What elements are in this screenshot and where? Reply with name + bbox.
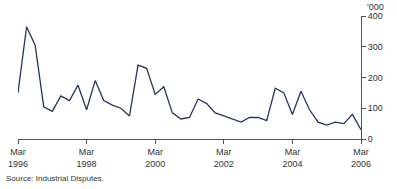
svg-text:400: 400 xyxy=(368,11,383,21)
svg-text:Source: Industrial Disputes.: Source: Industrial Disputes. xyxy=(6,174,104,183)
svg-text:0: 0 xyxy=(368,134,373,144)
svg-text:300: 300 xyxy=(368,42,383,52)
svg-text:'000: '000 xyxy=(367,2,384,12)
svg-text:Mar2002: Mar2002 xyxy=(214,147,234,169)
svg-text:Mar1998: Mar1998 xyxy=(77,147,97,169)
svg-text:Mar2006: Mar2006 xyxy=(351,147,371,169)
svg-text:Mar2000: Mar2000 xyxy=(145,147,165,169)
svg-text:Mar2004: Mar2004 xyxy=(282,147,302,169)
svg-text:100: 100 xyxy=(368,103,383,113)
svg-text:200: 200 xyxy=(368,73,383,83)
svg-text:Mar1996: Mar1996 xyxy=(8,147,28,169)
